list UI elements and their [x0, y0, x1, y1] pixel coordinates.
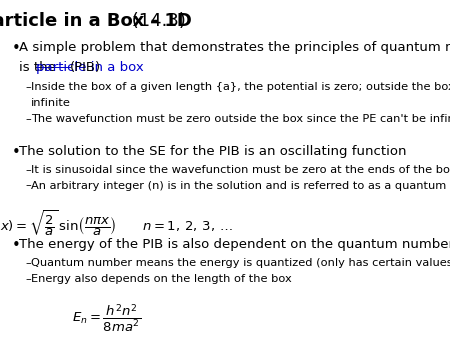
Text: –: –	[25, 82, 31, 92]
Text: Quantum number means the energy is quantized (only has certain values): Quantum number means the energy is quant…	[31, 258, 450, 268]
Text: Particle in a Box - 1D: Particle in a Box - 1D	[0, 11, 191, 29]
Text: A simple problem that demonstrates the principles of quantum mechanics: A simple problem that demonstrates the p…	[19, 41, 450, 54]
Text: is the: is the	[19, 61, 60, 74]
Text: Energy also depends on the length of the box: Energy also depends on the length of the…	[31, 274, 292, 284]
Text: infinite: infinite	[31, 98, 71, 108]
Text: –: –	[25, 274, 31, 284]
Text: –: –	[25, 258, 31, 268]
Text: (PIB): (PIB)	[70, 61, 101, 74]
Text: The energy of the PIB is also dependent on the quantum number: The energy of the PIB is also dependent …	[19, 238, 450, 251]
Text: It is sinusoidal since the wavefunction must be zero at the ends of the box: It is sinusoidal since the wavefunction …	[31, 165, 450, 175]
Text: The solution to the SE for the PIB is an oscillating function: The solution to the SE for the PIB is an…	[19, 145, 407, 158]
Text: The wavefunction must be zero outside the box since the PE can't be infinite: The wavefunction must be zero outside th…	[31, 114, 450, 124]
Text: (14.3): (14.3)	[126, 11, 185, 29]
Text: particle in a box: particle in a box	[36, 61, 148, 74]
Text: –: –	[25, 180, 31, 191]
Text: •: •	[12, 145, 21, 160]
Text: $E_n = \dfrac{h^2 n^2}{8ma^2}$: $E_n = \dfrac{h^2 n^2}{8ma^2}$	[72, 302, 141, 334]
Text: –: –	[25, 165, 31, 175]
Text: •: •	[12, 41, 21, 56]
Text: An arbitrary integer (n) is in the solution and is referred to as a quantum numb: An arbitrary integer (n) is in the solut…	[31, 180, 450, 191]
Text: $\psi_n(x) = \sqrt{\dfrac{2}{a}}\,\sin\!\left(\dfrac{n\pi x}{a}\right) \qquad n : $\psi_n(x) = \sqrt{\dfrac{2}{a}}\,\sin\!…	[0, 209, 233, 239]
Text: –: –	[25, 114, 31, 124]
Text: Inside the box of a given length {a}, the potential is zero; outside the box the: Inside the box of a given length {a}, th…	[31, 82, 450, 92]
Text: •: •	[12, 238, 21, 254]
